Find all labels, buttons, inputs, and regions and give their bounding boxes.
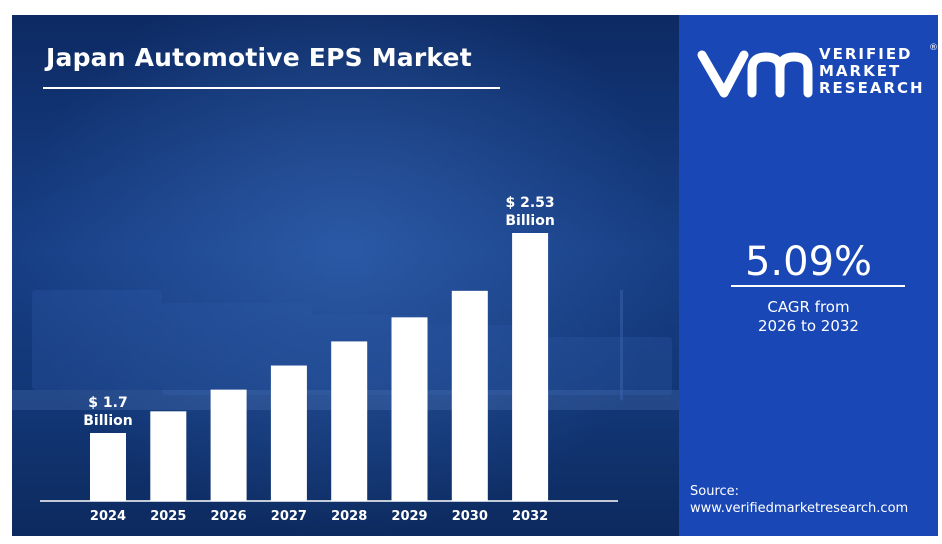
registered-mark: ® [929, 43, 938, 53]
x-tick-label-2029: 2029 [391, 509, 427, 524]
x-tick-label-2024: 2024 [90, 509, 126, 524]
data-label-2024: $ 1.7 Billion [83, 395, 132, 429]
title-underline [43, 87, 500, 89]
cagr-divider [731, 285, 905, 287]
source-label: Source: [690, 484, 740, 499]
summary-panel: VERIFIED MARKET RESEARCH ® 5.09% CAGR fr… [679, 15, 938, 536]
x-tick-label-2025: 2025 [150, 509, 186, 524]
source-note: Source: www.verifiedmarketresearch.com [690, 483, 908, 517]
bar-2032 [512, 233, 549, 501]
x-tick-label-2030: 2030 [452, 509, 488, 524]
bar-2029 [391, 317, 428, 501]
x-tick-label-2028: 2028 [331, 509, 367, 524]
cagr-caption: CAGR from 2026 to 2032 [679, 298, 938, 336]
bar-2024 [90, 433, 126, 501]
cagr-caption-line1: CAGR from [767, 298, 850, 316]
data-label-2032: $ 2.53 Billion [505, 195, 554, 229]
chart-title: Japan Automotive EPS Market [46, 43, 472, 72]
brand-line-verified: VERIFIED [819, 45, 913, 63]
cagr-value: 5.09% [744, 239, 873, 285]
bar-2026 [210, 389, 247, 501]
bar-2027 [270, 365, 307, 501]
x-tick-label-2027: 2027 [271, 509, 307, 524]
brand-name: VERIFIED MARKET RESEARCH [819, 46, 925, 97]
vmr-logo-icon [697, 50, 813, 98]
x-tick-label-2026: 2026 [211, 509, 247, 524]
chart-panel: Japan Automotive EPS Market 2024 2025 2026… [12, 15, 679, 536]
source-url: www.verifiedmarketresearch.com [690, 501, 909, 516]
bar-chart: 2024 2025 2026 2027 2028 2029 2030 2032 $ 1.7 Bil… [40, 195, 618, 524]
bar-2030 [451, 290, 488, 501]
brand-line-market: MARKET [819, 62, 902, 80]
brand-line-research: RESEARCH [819, 79, 925, 97]
x-tick-label-2032: 2032 [512, 509, 548, 524]
infographic-card: Japan Automotive EPS Market 2024 2025 2026… [12, 15, 938, 536]
cagr-caption-line2: 2026 to 2032 [758, 317, 859, 335]
bar-2025 [150, 411, 187, 501]
bar-2028 [331, 341, 368, 501]
